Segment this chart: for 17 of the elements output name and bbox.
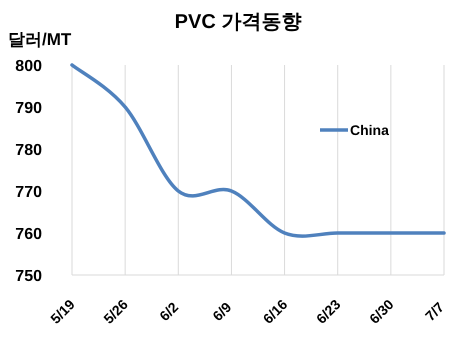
- chart-title: PVC 가격동향: [174, 11, 302, 33]
- legend-label: China: [350, 122, 390, 138]
- y-tick-label: 780: [15, 142, 42, 159]
- y-tick-label: 770: [15, 184, 42, 201]
- y-tick-label: 800: [15, 58, 42, 75]
- x-tick-label: 6/2: [156, 298, 182, 324]
- y-tick-label: 790: [15, 100, 42, 117]
- x-tick-label: 6/30: [366, 296, 397, 327]
- x-tick-label: 5/19: [47, 296, 78, 327]
- x-tick-label: 6/23: [312, 296, 344, 327]
- x-tick-label: 5/26: [100, 296, 132, 327]
- y-axis-title: 달러/MT: [8, 30, 72, 49]
- y-tick-label: 750: [15, 268, 42, 285]
- x-tick-label: 7/7: [422, 298, 448, 324]
- x-tick-label: 6/9: [209, 298, 235, 324]
- y-tick-label: 760: [15, 226, 42, 243]
- x-tick-label: 6/16: [260, 296, 290, 327]
